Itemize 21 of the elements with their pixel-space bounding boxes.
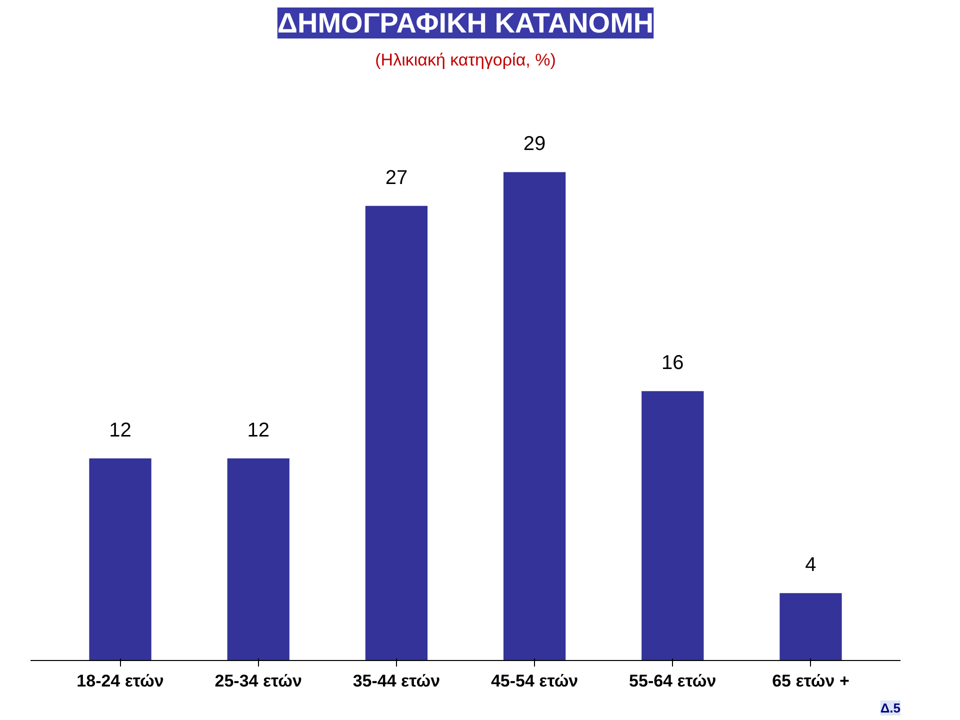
data-label: 27	[385, 166, 408, 189]
chart-subtitle: (Ηλικιακή κατηγορία, %)	[375, 50, 556, 70]
x-tick-label: 45-54 ετών	[490, 672, 578, 690]
x-tick-label: 18-24 ετών	[76, 672, 164, 690]
data-label: 29	[523, 133, 546, 156]
bar	[642, 391, 704, 660]
text: Δ.5	[880, 700, 900, 716]
data-label: 16	[662, 352, 684, 374]
bar	[780, 593, 842, 660]
x-tick-label: 65 ετών +	[772, 672, 850, 690]
x-tick-label: 55-64 ετών	[629, 672, 716, 690]
bar	[365, 206, 428, 660]
x-tick-label: 25-34 ετών	[214, 672, 302, 690]
data-label: 12	[109, 419, 132, 442]
chart-title: ΔΗΜΟΓΡΑΦΙΚΗ ΚΑΤΑΝΟΜΗ	[277, 8, 654, 38]
data-label: 4	[805, 554, 816, 576]
bar	[89, 458, 152, 660]
data-label: 12	[247, 419, 270, 442]
x-tick-label: 35-44 ετών	[352, 672, 440, 690]
bar	[503, 172, 566, 660]
bar	[227, 458, 290, 660]
